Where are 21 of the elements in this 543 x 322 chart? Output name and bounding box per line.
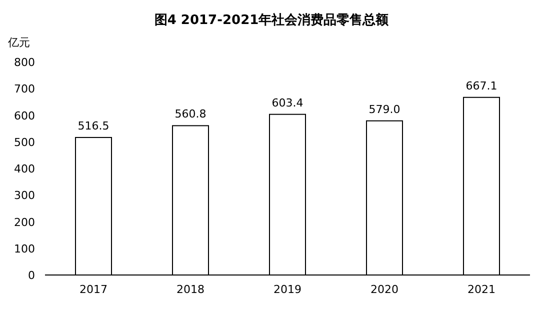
y-tick-label: 700 — [14, 82, 35, 96]
x-tick-label: 2018 — [176, 283, 204, 296]
y-tick-label: 0 — [28, 269, 35, 282]
data-label: 560.8 — [174, 108, 206, 121]
y-axis-title: 亿元 — [7, 36, 30, 49]
x-tick-label: 2020 — [370, 283, 398, 296]
y-tick-label: 200 — [14, 216, 35, 229]
x-tick-label: 2019 — [274, 283, 302, 296]
y-tick-label: 600 — [14, 109, 35, 122]
y-tick-label: 100 — [14, 242, 35, 256]
chart-title: 图4 2017-2021年社会消费品零售总额 — [154, 12, 390, 28]
y-tick-label: 500 — [14, 136, 35, 149]
y-tick-label: 400 — [14, 162, 35, 176]
y-tick-label: 300 — [14, 189, 35, 202]
y-tick-label: 800 — [14, 56, 35, 69]
data-label: 667.1 — [466, 79, 498, 92]
data-label: 603.4 — [272, 96, 304, 110]
data-label: 516.5 — [78, 119, 110, 132]
data-label: 579.0 — [368, 102, 400, 116]
x-tick-label: 2017 — [80, 283, 108, 296]
x-tick-label: 2021 — [468, 283, 496, 296]
